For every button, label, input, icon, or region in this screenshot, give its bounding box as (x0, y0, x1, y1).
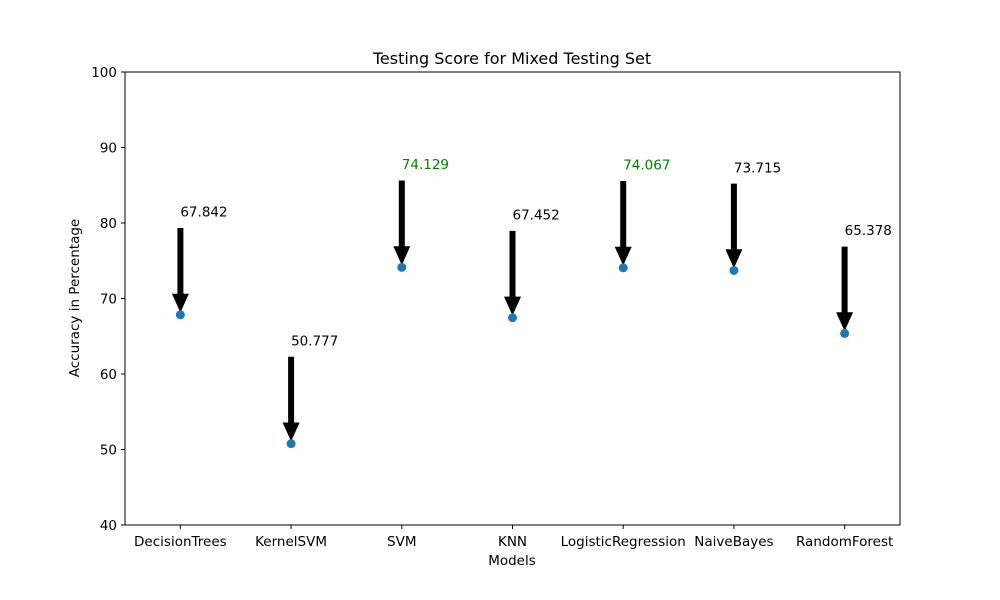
data-label: 74.129 (402, 157, 449, 173)
data-point (286, 439, 296, 449)
y-tick-label: 70 (100, 292, 117, 308)
x-tick-label: LogisticRegression (561, 534, 686, 550)
annotation-arrow (725, 183, 743, 269)
y-axis: 40 50 60 70 80 90 100 (91, 65, 125, 534)
y-axis-title: Accuracy in Percentage (67, 219, 83, 377)
data-label: 73.715 (734, 160, 781, 176)
y-tick-label: 50 (100, 443, 117, 459)
chart-marks: 67.842 50.777 74.129 67.452 74.067 73.715 65.3… (171, 157, 892, 449)
x-tick-label: KNN (498, 534, 527, 550)
x-axis: DecisionTrees KernelSVM SVM KNN LogisticRegr… (134, 525, 893, 550)
x-tick-label: RandomForest (796, 534, 893, 550)
chart-title: Testing Score for Mixed Testing Set (372, 49, 651, 68)
data-label: 74.067 (623, 158, 670, 174)
y-tick-label: 90 (100, 141, 117, 157)
data-point (508, 313, 517, 323)
annotation-arrow (836, 246, 854, 332)
data-point (729, 265, 739, 275)
data-label: 67.452 (513, 208, 560, 224)
data-point (618, 263, 628, 273)
y-tick-label: 100 (91, 65, 117, 81)
annotation-arrow (504, 230, 521, 316)
x-axis-title: Models (488, 553, 536, 569)
y-tick-label: 60 (100, 367, 117, 383)
annotation-arrow (171, 228, 189, 313)
y-tick-label: 40 (100, 518, 117, 534)
data-label: 67.842 (180, 205, 227, 221)
data-label: 65.378 (845, 223, 892, 239)
annotation-arrow (614, 181, 632, 266)
data-point (840, 328, 850, 338)
y-tick-label: 80 (100, 216, 117, 232)
data-label: 50.777 (291, 333, 338, 349)
annotation-arrow (393, 180, 411, 266)
x-tick-label: NaiveBayes (694, 534, 773, 550)
x-tick-label: KernelSVM (255, 534, 327, 550)
data-point (397, 262, 407, 272)
annotation-arrow (282, 356, 300, 442)
x-tick-label: DecisionTrees (134, 534, 227, 550)
x-tick-label: SVM (387, 534, 416, 550)
data-point (175, 310, 185, 320)
